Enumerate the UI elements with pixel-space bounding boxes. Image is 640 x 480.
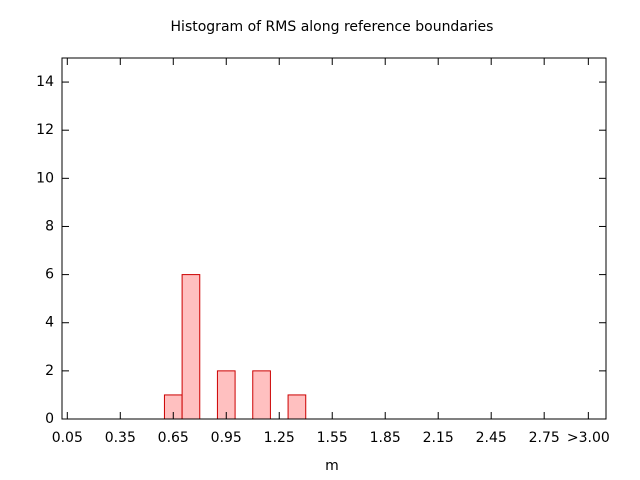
x-tick-label: 2.75 — [529, 430, 560, 446]
y-tick-label: 6 — [45, 267, 54, 283]
chart-title: Histogram of RMS along reference boundar… — [171, 19, 494, 35]
plot-border — [61, 57, 607, 420]
x-tick-label: 2.15 — [423, 430, 454, 446]
x-tick-label: 1.25 — [264, 430, 295, 446]
y-tick-label: 12 — [36, 122, 54, 138]
bar — [216, 370, 236, 420]
x-tick-label: 2.45 — [476, 430, 507, 446]
y-tick-label: 4 — [45, 315, 54, 331]
x-tick-label: 1.55 — [317, 430, 348, 446]
x-tick-label: 0.95 — [211, 430, 242, 446]
y-tick-label: 8 — [45, 218, 54, 234]
bar — [287, 394, 307, 420]
bar — [181, 274, 201, 420]
y-tick-label: 2 — [45, 363, 54, 379]
y-tick-label: 10 — [36, 170, 54, 186]
bar — [252, 370, 271, 420]
x-tick-label: 1.85 — [370, 430, 401, 446]
x-tick-label: 0.35 — [105, 430, 136, 446]
x-axis-label: m — [325, 458, 339, 474]
y-tick-label: 0 — [45, 411, 54, 427]
x-tick-label: >3.00 — [567, 430, 610, 446]
x-tick-label: 0.65 — [158, 430, 189, 446]
y-tick-label: 14 — [36, 74, 54, 90]
x-tick-label: 0.05 — [52, 430, 83, 446]
